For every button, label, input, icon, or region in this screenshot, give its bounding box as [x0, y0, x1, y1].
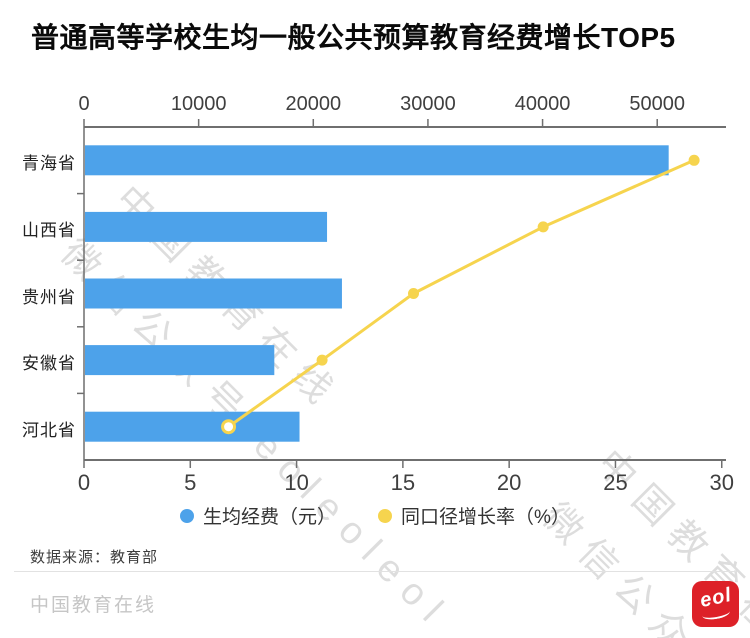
bottom-axis-tick-label: 5	[184, 470, 197, 495]
top-axis-tick-label: 0	[78, 93, 90, 115]
category-label-安徽省: 安徽省	[22, 354, 76, 374]
line-point-安徽省	[316, 354, 328, 366]
eol-logo-text: eol	[697, 583, 734, 613]
legend-item-line: 同口径增长率（%）	[378, 502, 570, 529]
bar-series-dot-icon	[180, 508, 195, 523]
legend: 生均经费（元） 同口径增长率（%）	[0, 502, 750, 529]
category-label-山西省: 山西省	[22, 220, 76, 240]
bottom-axis-tick-label: 25	[603, 470, 628, 495]
line-point-山西省	[537, 221, 549, 233]
category-label-河北省: 河北省	[22, 420, 76, 440]
top-axis-tick-label: 50000	[629, 93, 686, 115]
legend-label-line: 同口径增长率（%）	[401, 507, 570, 528]
source-note: 数据来源：教育部	[30, 549, 159, 566]
bar-贵州省	[85, 278, 342, 309]
line-point-河北省	[221, 419, 237, 435]
line-series-dot-icon	[378, 508, 393, 523]
chart-title: 普通高等学校生均一般公共预算教育经费增长TOP5	[31, 22, 676, 53]
line-point-贵州省	[408, 288, 420, 299]
brand-text: 中国教育在线	[30, 595, 157, 616]
bar-青海省	[85, 145, 669, 176]
line-point-青海省	[688, 154, 700, 166]
category-label-贵州省: 贵州省	[22, 287, 76, 307]
bottom-axis-tick-label: 10	[284, 470, 309, 495]
eol-logo: eol	[692, 581, 739, 627]
bar-河北省	[85, 411, 300, 442]
bottom-axis-tick-label: 0	[77, 470, 91, 495]
top-axis-tick-label: 20000	[285, 93, 342, 115]
bottom-axis-tick-label: 30	[709, 470, 734, 495]
category-label-青海省: 青海省	[22, 154, 76, 174]
legend-label-bar: 生均经费（元）	[203, 507, 337, 528]
bottom-axis-tick-label: 15	[390, 470, 416, 495]
bottom-axis-tick-label: 20	[496, 470, 522, 495]
bar-山西省	[85, 211, 328, 242]
top-axis-tick-label: 30000	[400, 93, 456, 115]
top-axis-tick-label: 40000	[514, 93, 571, 115]
bar-安徽省	[85, 345, 275, 376]
top-axis-tick-label: 10000	[170, 93, 227, 115]
legend-item-bar: 生均经费（元）	[180, 502, 336, 529]
footer-divider	[14, 571, 736, 572]
